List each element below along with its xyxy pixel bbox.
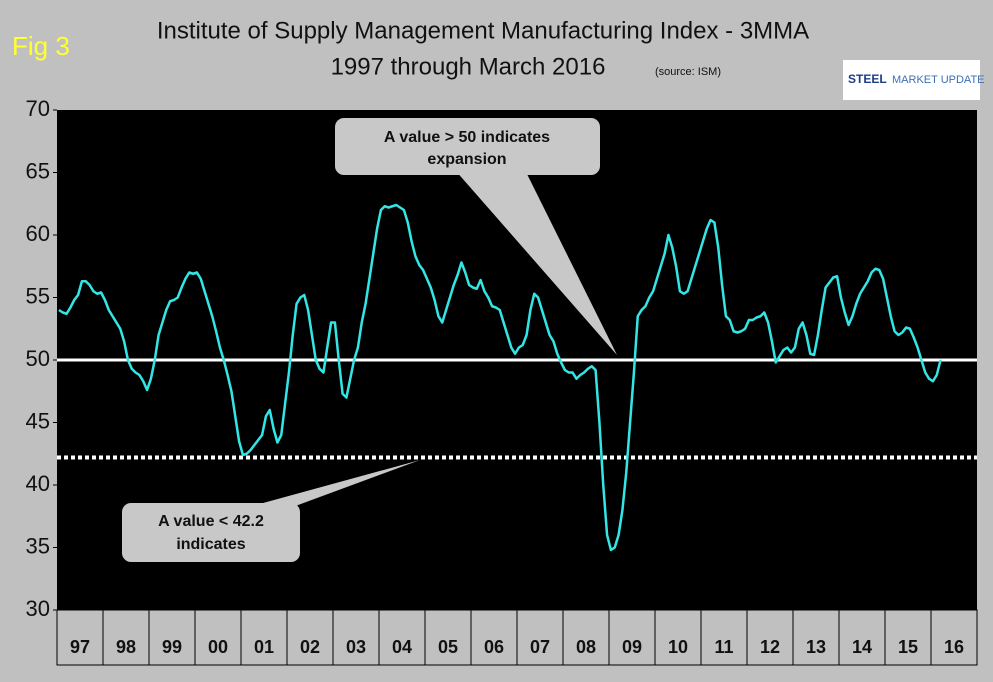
- x-tick-label: 99: [162, 637, 182, 657]
- logo-brand: STEEL: [848, 72, 887, 86]
- x-tick-label: 07: [530, 637, 550, 657]
- x-tick-label: 98: [116, 637, 136, 657]
- x-tick-label: 15: [898, 637, 918, 657]
- x-tick-label: 09: [622, 637, 642, 657]
- callout-pointer: [245, 460, 420, 508]
- y-tick-label: 70: [26, 96, 50, 121]
- callout-box: [335, 118, 600, 175]
- callout: A value < 42.2 indicates: [122, 460, 420, 562]
- chart-title: Institute of Supply Management Manufactu…: [157, 17, 809, 44]
- y-tick-label: 55: [26, 283, 50, 308]
- x-tick-label: 00: [208, 637, 228, 657]
- x-tick-label: 14: [852, 637, 872, 657]
- callout: A value > 50 indicates expansion: [335, 118, 617, 355]
- x-tick-label: 12: [760, 637, 780, 657]
- y-tick-label: 40: [26, 471, 50, 496]
- x-tick-label: 08: [576, 637, 596, 657]
- y-tick-label: 60: [26, 221, 50, 246]
- data-line: [58, 203, 942, 552]
- x-tick-label: 10: [668, 637, 688, 657]
- x-tick-label: 13: [806, 637, 826, 657]
- x-tick-label: 06: [484, 637, 504, 657]
- callout-box: [122, 503, 300, 562]
- x-tick-label: 02: [300, 637, 320, 657]
- x-tick-label: 97: [70, 637, 90, 657]
- y-tick-label: 45: [26, 408, 50, 433]
- x-tick-label: 16: [944, 637, 964, 657]
- callout-text: A value < 42.2: [158, 513, 264, 530]
- x-tick-label: 11: [714, 637, 733, 657]
- logo-box: [843, 60, 980, 100]
- x-tick-label: 01: [254, 637, 274, 657]
- y-tick-label: 35: [26, 533, 50, 558]
- y-tick-label: 65: [26, 158, 50, 183]
- y-tick-label: 30: [26, 596, 50, 621]
- callout-pointer: [455, 170, 617, 355]
- logo: STEEL MARKET UPDATE: [843, 60, 985, 100]
- x-tick-label: 03: [346, 637, 366, 657]
- figure-label: Fig 3: [12, 31, 70, 61]
- y-tick-label: 50: [26, 346, 50, 371]
- callout-text: expansion: [427, 151, 506, 168]
- x-tick-label: 04: [392, 637, 412, 657]
- chart-subtitle: 1997 through March 2016: [331, 53, 606, 80]
- callout-text: indicates: [176, 536, 245, 553]
- logo-text: MARKET UPDATE: [892, 74, 985, 86]
- source-note: (source: ISM): [655, 66, 721, 78]
- x-tick-label: 05: [438, 637, 458, 657]
- callout-text: A value > 50 indicates: [384, 129, 550, 146]
